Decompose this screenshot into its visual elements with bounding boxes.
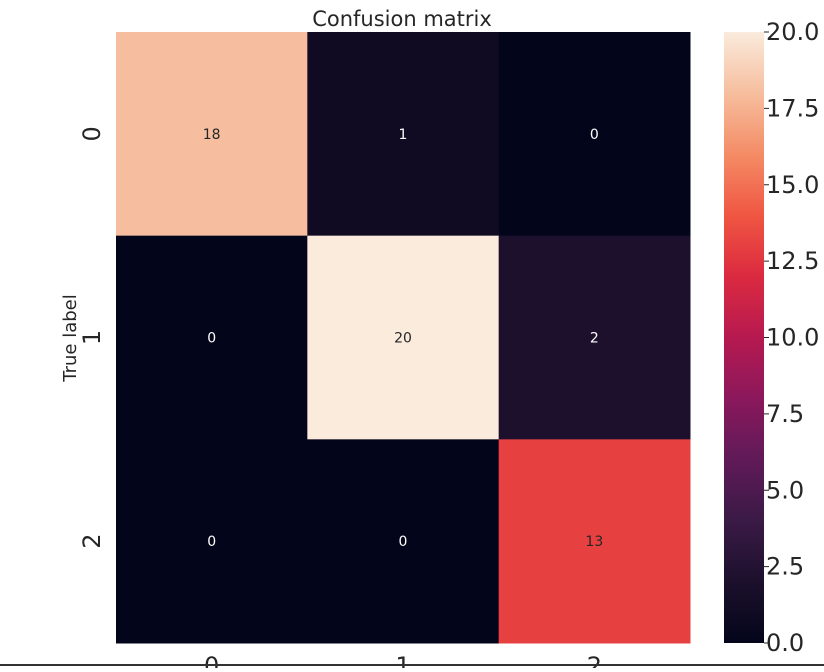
cell-value-label: 2 xyxy=(590,331,599,347)
colorbar xyxy=(724,32,764,643)
cell-value-label: 0 xyxy=(590,127,599,143)
colorbar-tick-label: 12.5 xyxy=(766,247,819,275)
colorbar-tick-label: 17.5 xyxy=(766,94,819,122)
heatmap-cell-1-1 xyxy=(307,235,500,440)
heatmap-cell-1-0 xyxy=(116,235,308,440)
cell-value-label: 13 xyxy=(585,534,603,550)
x-tick-labels: 0 1 2 xyxy=(204,652,602,672)
colorbar-tick-labels: 0.0 2.5 5.0 7.5 10.0 12.5 15.0 17.5 20.0 xyxy=(764,18,819,657)
heatmap-cells xyxy=(116,32,691,644)
y-tick-label: 1 xyxy=(78,330,106,345)
colorbar-tick-label: 0.0 xyxy=(766,629,804,657)
cell-value-label: 0 xyxy=(207,331,216,347)
heatmap-cell-0-2 xyxy=(498,32,691,237)
colorbar-tick-label: 10.0 xyxy=(766,324,819,352)
cell-value-label: 20 xyxy=(394,331,412,347)
bottom-divider xyxy=(0,664,824,666)
cell-value-label: 0 xyxy=(399,534,408,550)
colorbar-tick-label: 5.0 xyxy=(766,476,804,504)
chart-title: Confusion matrix xyxy=(312,7,492,31)
heatmap-cell-2-1 xyxy=(307,439,500,644)
heatmap-cell-0-1 xyxy=(307,32,500,237)
y-axis-label: True label xyxy=(60,294,81,383)
heatmap-cell-0-0 xyxy=(116,32,308,237)
cell-value-label: 0 xyxy=(207,534,216,550)
x-tick-label: 0 xyxy=(204,652,219,668)
colorbar-tick-label: 2.5 xyxy=(766,553,804,581)
y-tick-label: 0 xyxy=(78,126,106,141)
heatmap-cell-1-2 xyxy=(498,235,691,440)
colorbar-tick-label: 15.0 xyxy=(766,171,819,199)
heatmap-cell-2-2 xyxy=(498,439,691,644)
cell-value-label: 1 xyxy=(399,127,408,143)
y-tick-labels: 0 1 2 xyxy=(78,126,106,549)
heatmap-cell-labels: 18 1 00 20 20 0 13 xyxy=(203,127,603,550)
y-tick-label: 2 xyxy=(78,534,106,549)
heatmap-cell-2-0 xyxy=(116,439,308,644)
x-tick-label: 2 xyxy=(587,652,602,668)
x-tick-label: 1 xyxy=(395,652,410,668)
colorbar-tick-label: 7.5 xyxy=(766,400,804,428)
colorbar-tick-label: 20.0 xyxy=(766,18,819,46)
cell-value-label: 18 xyxy=(203,127,221,143)
